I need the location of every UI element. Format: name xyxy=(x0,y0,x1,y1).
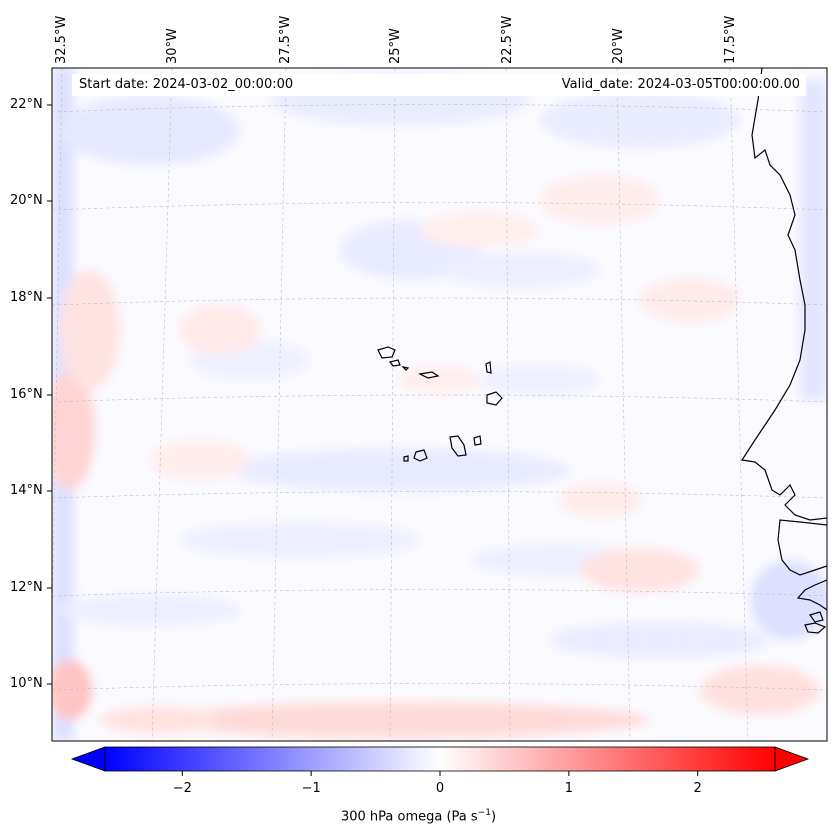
lat-label-16n: 16°N xyxy=(10,387,43,402)
coastal-islands xyxy=(804,611,827,634)
lon-label-25w: 25°W xyxy=(388,28,403,64)
valid-date-label: Valid_date: 2024-03-05T00:00:00.00 xyxy=(561,77,800,92)
boa-vista xyxy=(486,391,503,406)
fogo xyxy=(413,449,428,462)
cabo-verde-islands xyxy=(377,346,503,462)
west-africa-coast xyxy=(740,68,827,521)
santa-luzia xyxy=(401,366,410,371)
lat-label-12n: 12°N xyxy=(10,580,43,595)
colorbar-tick-label: 0 xyxy=(435,781,445,796)
sal xyxy=(485,361,492,374)
lon-label-22-5w: 22.5°W xyxy=(500,15,515,64)
date-label-background xyxy=(72,74,806,96)
brava xyxy=(403,455,409,462)
colorbar-tick-label: 2 xyxy=(693,781,702,796)
colorbar-extend-min xyxy=(70,746,106,772)
lat-label-14n: 14°N xyxy=(10,483,43,498)
lon-label-17-5w: 17.5°W xyxy=(723,15,738,64)
colorbar-tick-label: −2 xyxy=(172,781,192,796)
guinea-bissau-coast xyxy=(796,579,827,611)
lon-label-20w: 20°W xyxy=(611,28,626,64)
lat-label-18n: 18°N xyxy=(10,290,43,305)
colorbar-extend-max xyxy=(774,746,810,772)
coastline xyxy=(740,68,827,634)
map-panel xyxy=(52,68,827,741)
maio xyxy=(473,435,482,446)
colorbar xyxy=(70,746,810,776)
gridlines xyxy=(52,68,827,741)
sao-nicolau xyxy=(418,371,440,379)
lat-label-10n: 10°N xyxy=(10,676,43,691)
sao-vicente xyxy=(388,359,401,367)
lon-label-30w: 30°W xyxy=(165,28,180,64)
lon-label-27-5w: 27.5°W xyxy=(278,15,293,64)
lat-ticks xyxy=(47,104,52,685)
colorbar-tick-label: −1 xyxy=(301,781,321,796)
lon-label-32-5w: 32.5°W xyxy=(54,15,69,64)
senegal-gambia-coast xyxy=(777,519,827,576)
start-date-label: Start date: 2024-03-02_00:00:00 xyxy=(79,77,294,92)
santiago xyxy=(449,435,467,457)
colorbar-body xyxy=(104,746,776,772)
lat-label-22n: 22°N xyxy=(10,97,43,112)
lat-label-20n: 20°N xyxy=(10,193,43,208)
map-frame xyxy=(51,67,828,742)
santo-antao xyxy=(377,346,396,359)
colorbar-label: 300 hPa omega (Pa s−1) xyxy=(340,808,497,825)
colorbar-tick-label: 1 xyxy=(564,781,573,796)
